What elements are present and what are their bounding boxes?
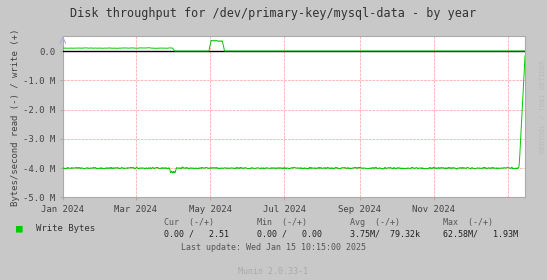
Text: Min  (-/+): Min (-/+) <box>257 218 307 227</box>
Y-axis label: Bytes/second read (-) / write (+): Bytes/second read (-) / write (+) <box>11 28 20 206</box>
Text: 3.75M/  79.32k: 3.75M/ 79.32k <box>350 229 420 238</box>
Text: Max  (-/+): Max (-/+) <box>443 218 493 227</box>
Text: 0.00 /   0.00: 0.00 / 0.00 <box>257 229 322 238</box>
Text: 0.00 /   2.51: 0.00 / 2.51 <box>164 229 229 238</box>
Text: Cur  (-/+): Cur (-/+) <box>164 218 214 227</box>
Text: RRDTOOL / TOBI OETIKER: RRDTOOL / TOBI OETIKER <box>540 60 546 153</box>
Text: Munin 2.0.33-1: Munin 2.0.33-1 <box>238 267 309 276</box>
Text: Disk throughput for /dev/primary-key/mysql-data - by year: Disk throughput for /dev/primary-key/mys… <box>71 7 476 20</box>
Text: ■: ■ <box>16 223 23 233</box>
Text: Last update: Wed Jan 15 10:15:00 2025: Last update: Wed Jan 15 10:15:00 2025 <box>181 243 366 252</box>
Text: Write Bytes: Write Bytes <box>36 224 95 233</box>
Text: 62.58M/   1.93M: 62.58M/ 1.93M <box>443 229 518 238</box>
Text: Avg  (-/+): Avg (-/+) <box>350 218 400 227</box>
